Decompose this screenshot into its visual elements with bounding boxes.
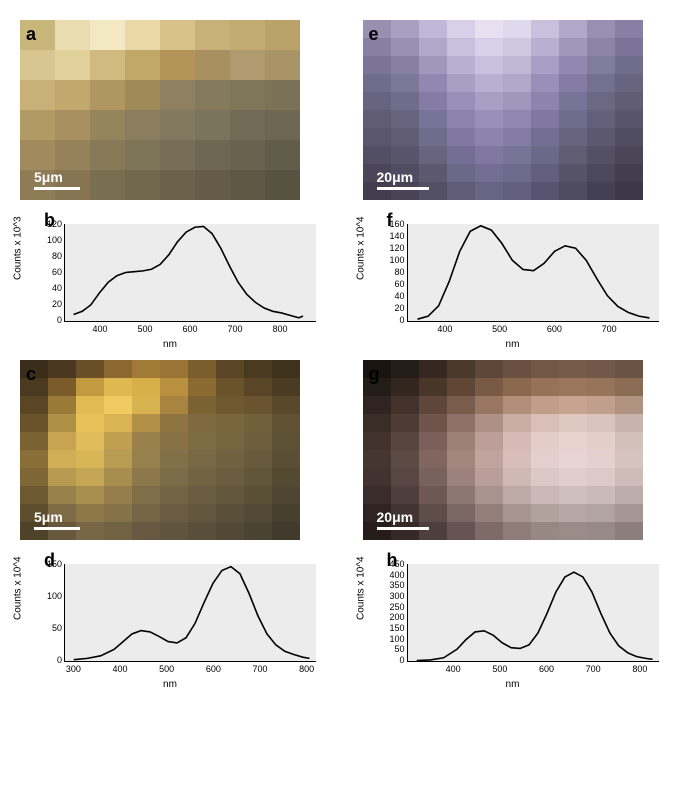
panel-c: c 5μm [20,360,300,540]
panel-f: f Counts x 10^4 nm 020406080100120140160… [363,210,663,350]
panel-g-label: g [369,364,380,385]
scalebar-c: 5μm [34,509,80,530]
xtick: 500 [159,664,174,674]
ytick: 200 [375,612,405,622]
panel-b-label: b [44,210,55,231]
ytick: 40 [32,283,62,293]
panel-e: e 20μm [363,20,643,200]
xtick: 600 [547,324,562,334]
ytick: 400 [375,570,405,580]
xtick: 700 [227,324,242,334]
ytick: 250 [375,602,405,612]
panel-h-label: h [387,550,398,571]
ytick: 0 [32,655,62,665]
ytick: 80 [32,251,62,261]
scalebar-a-line [34,187,80,190]
panel-c-label: c [26,364,36,385]
scalebar-c-line [34,527,80,530]
panel-d-ylabel: Counts x 10^4 [13,556,24,620]
ytick: 100 [32,591,62,601]
panel-a: a 5μm [20,20,300,200]
panel-a-label: a [26,24,36,45]
xtick: 400 [112,664,127,674]
scalebar-a: 5μm [34,169,80,190]
xtick: 600 [182,324,197,334]
xtick: 800 [272,324,287,334]
scalebar-a-text: 5μm [34,169,63,185]
scalebar-e-line [377,187,429,190]
ytick: 40 [375,291,405,301]
ytick: 80 [375,267,405,277]
ytick: 0 [375,315,405,325]
xtick: 700 [586,664,601,674]
xtick: 800 [632,664,647,674]
ytick: 50 [375,644,405,654]
xtick: 500 [492,664,507,674]
ytick: 0 [32,315,62,325]
panel-b: b Counts x 10^3 nm 020406080100120400500… [20,210,320,350]
panel-b-xlabel: nm [163,339,177,350]
ytick: 350 [375,580,405,590]
ytick: 20 [375,303,405,313]
xtick: 600 [539,664,554,674]
ytick: 20 [32,299,62,309]
xtick: 400 [92,324,107,334]
xtick: 400 [446,664,461,674]
panel-e-label: e [369,24,379,45]
scalebar-e: 20μm [377,169,429,190]
ytick: 140 [375,231,405,241]
xtick: 300 [66,664,81,674]
xtick: 400 [437,324,452,334]
figure-grid: a 5μm e 20μm b Counts x 10^3 nm 02040608… [20,20,665,690]
panel-h: h Counts x 10^4 nm 050100150200250300350… [363,550,663,690]
scalebar-g-text: 20μm [377,509,414,525]
panel-h-ylabel: Counts x 10^4 [355,556,366,620]
scalebar-c-text: 5μm [34,509,63,525]
panel-h-xlabel: nm [506,679,520,690]
ytick: 0 [375,655,405,665]
xtick: 500 [492,324,507,334]
panel-d-xlabel: nm [163,679,177,690]
xtick: 600 [206,664,221,674]
xtick: 700 [602,324,617,334]
ytick: 300 [375,591,405,601]
ytick: 60 [375,279,405,289]
xtick: 800 [299,664,314,674]
panel-f-xlabel: nm [506,339,520,350]
ytick: 120 [375,243,405,253]
chart-f-area [407,224,659,322]
scalebar-g: 20μm [377,509,429,530]
panel-d-label: d [44,550,55,571]
chart-b-area [64,224,316,322]
ytick: 150 [375,623,405,633]
panel-d: d Counts x 10^4 nm 050100150300400500600… [20,550,320,690]
panel-f-label: f [387,210,393,231]
scalebar-e-text: 20μm [377,169,414,185]
panel-b-ylabel: Counts x 10^3 [13,216,24,280]
xtick: 500 [137,324,152,334]
panel-f-ylabel: Counts x 10^4 [355,216,366,280]
xtick: 700 [252,664,267,674]
chart-h-area [407,564,659,662]
ytick: 100 [32,235,62,245]
scalebar-g-line [377,527,429,530]
ytick: 60 [32,267,62,277]
ytick: 50 [32,623,62,633]
ytick: 100 [375,255,405,265]
panel-g: g 20μm [363,360,643,540]
ytick: 100 [375,634,405,644]
chart-d-area [64,564,316,662]
